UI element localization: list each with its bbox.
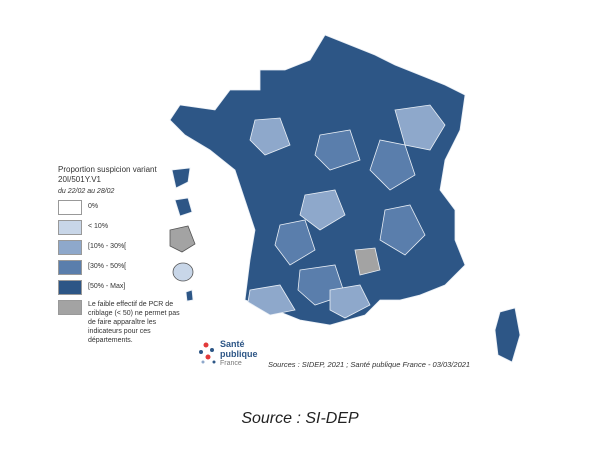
overseas	[185, 289, 194, 302]
legend-title: Proportion suspicion variant 20I/501Y.V1	[58, 165, 157, 184]
legend-swatch	[58, 200, 82, 215]
caption: Source : SI-DEP	[241, 410, 359, 427]
legend-swatch	[58, 280, 82, 295]
legend-period: du 22/02 au 28/02	[58, 188, 115, 195]
logo-text: Santé publique France	[220, 339, 258, 369]
region	[299, 189, 346, 231]
france	[169, 34, 521, 363]
legend-label: Le faible effectif de PCR de criblage (<…	[88, 301, 180, 344]
legend-swatch	[58, 240, 82, 255]
region	[249, 117, 291, 156]
sources: Sources : SIDEP, 2021 ; Santé publique F…	[268, 360, 471, 369]
legend-swatch	[58, 260, 82, 275]
region-nodata	[354, 247, 381, 276]
logo-line: France	[220, 360, 242, 367]
region	[314, 129, 361, 171]
legend-label: [30% - 50%[	[88, 263, 127, 270]
region	[247, 284, 296, 316]
legend-swatch	[58, 220, 82, 235]
region	[274, 219, 316, 266]
logo-line: Santé	[220, 339, 245, 349]
legend-label: < 10%	[88, 223, 109, 230]
region	[329, 284, 371, 319]
region	[394, 104, 446, 151]
legend-label: [50% - Max]	[88, 283, 126, 290]
logo-line: publique	[220, 349, 258, 359]
legend-label: 0%	[88, 203, 99, 210]
logo-dots	[199, 342, 216, 364]
region	[379, 204, 426, 256]
legend-swatch	[58, 300, 82, 315]
overseas-nodata	[169, 225, 196, 253]
corsica	[494, 307, 521, 363]
overseas	[172, 262, 194, 282]
region	[369, 139, 416, 191]
overseas	[171, 167, 191, 189]
mainland	[169, 34, 466, 326]
overseas	[174, 197, 193, 217]
legend-label: [10% - 30%[	[88, 243, 127, 250]
